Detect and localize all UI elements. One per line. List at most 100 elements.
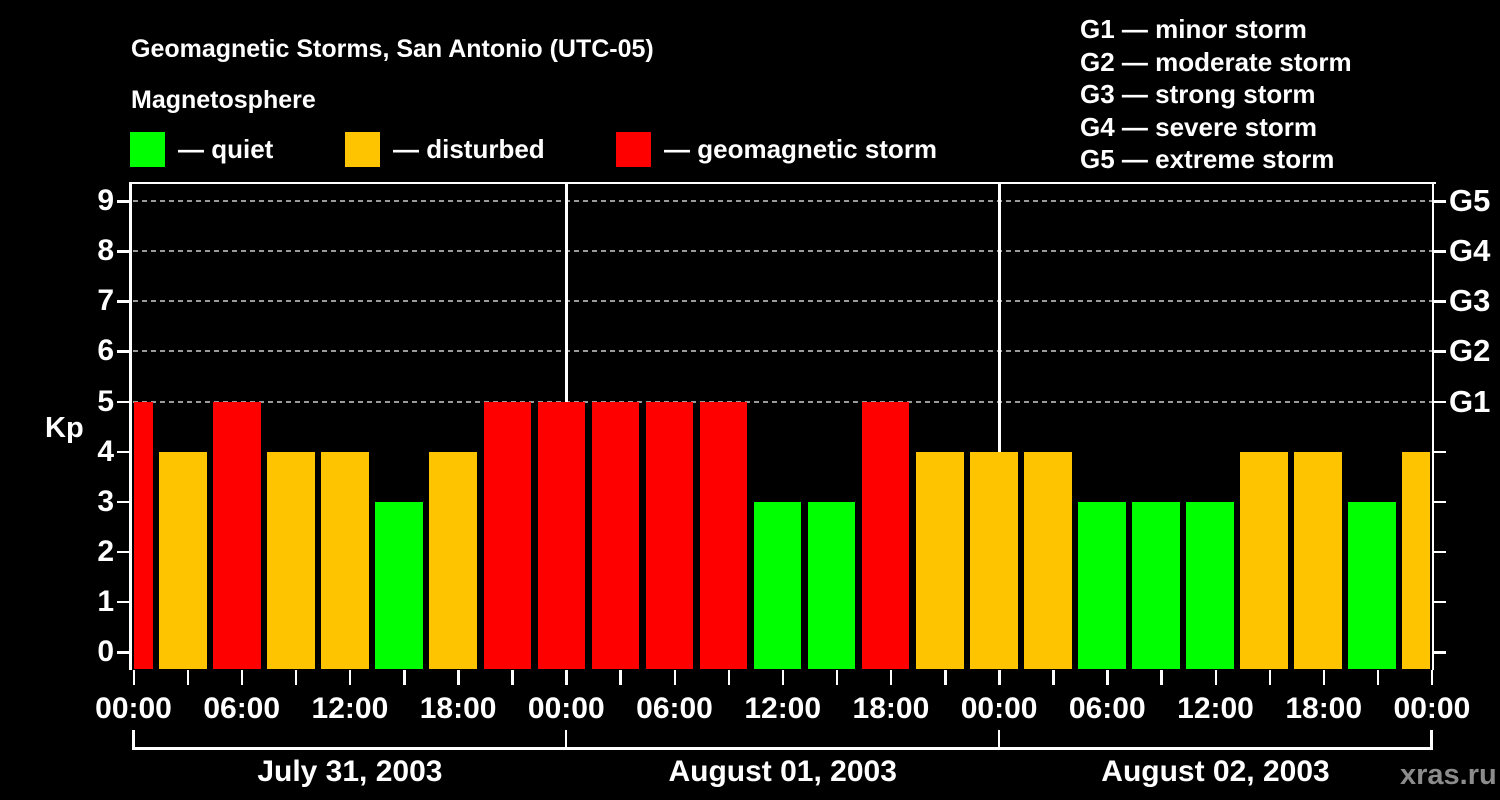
day-boundary-line [998,183,1001,669]
y-tick-right [1433,450,1446,454]
storm-scale-legend: G1 — minor storm G2 — moderate storm G3 — … [1080,13,1352,176]
y-tick-label-9: 9 [97,184,114,218]
y-tick-left [117,450,130,454]
legend-label-disturbed: — disturbed [393,134,545,164]
kp-bar-disturbed [429,451,478,669]
y-tick-label-5: 5 [97,384,114,418]
date-label: August 01, 2003 [668,755,897,788]
x-tick-label: 00:00 [1393,692,1471,725]
x-tick-label: 06:00 [1068,692,1146,725]
y-tick-left [117,600,130,604]
y-tick-right [1433,550,1446,554]
y-tick-label-3: 3 [97,484,114,518]
kp-bar-quiet [807,501,856,669]
g-scale-label-G1: G1 [1449,383,1491,419]
x-tick [1376,670,1380,685]
kp-bar-storm [591,401,640,669]
y-tick-label-8: 8 [97,234,114,268]
x-tick [1106,670,1109,685]
y-tick-label-4: 4 [97,434,114,468]
legend-swatch-storm [616,132,651,167]
x-tick-label: 12:00 [1177,692,1254,725]
chart-subtitle: Magnetosphere [131,86,316,114]
storm-legend-line-G5: G5 — extreme storm [1080,144,1335,174]
gridline-kp7 [133,300,1433,303]
y-tick-label-2: 2 [97,534,114,568]
kp-bar-disturbed [915,451,964,669]
y-tick-right [1433,350,1446,353]
storm-legend-line-G2: G2 — moderate storm [1080,46,1352,77]
x-tick [998,670,1001,685]
y-tick-label-1: 1 [97,584,114,618]
y-tick-right [1433,300,1446,303]
gridline-kp6 [133,350,1433,353]
g-scale-label-G3: G3 [1449,283,1491,319]
kp-bar-storm [134,401,153,669]
x-tick-label: 06:00 [636,692,713,725]
gridline-kp9 [133,200,1433,203]
x-tick [132,670,135,685]
x-tick [1160,670,1163,685]
kp-bar-disturbed [1024,451,1072,669]
x-tick-label: 18:00 [419,692,497,725]
x-tick-label: 00:00 [960,692,1038,725]
x-tick [835,670,839,685]
y-tick-right [1433,600,1446,604]
x-tick [781,670,785,685]
chart-title: Geomagnetic Storms, San Antonio (UTC-05) [131,35,654,63]
kp-bar-storm [537,401,586,669]
y-tick-right [1433,400,1446,403]
y-tick-left [117,500,130,504]
x-tick-label: 00:00 [527,692,605,725]
x-tick [240,670,244,685]
date-label: August 02, 2003 [1101,755,1330,788]
kp-bar-disturbed [969,451,1018,669]
kp-bar-quiet [1186,501,1234,669]
storm-legend-line-G1: G1 — minor storm [1080,14,1307,44]
x-tick [1052,670,1055,685]
y-tick-left [117,300,130,303]
x-tick [673,670,676,685]
y-tick-right [1433,651,1446,654]
y-tick-right [1433,200,1446,203]
y-tick-left [117,550,130,554]
date-bracket-stub [997,730,1001,750]
x-tick [1322,670,1326,685]
kp-bar-storm [483,401,532,669]
x-tick [619,670,622,685]
kp-bar-storm [213,401,261,669]
kp-bar-quiet [375,501,424,669]
kp-bar-storm [861,401,910,669]
x-tick-label: 12:00 [311,692,389,725]
kp-bar-quiet [753,501,802,669]
kp-bar-disturbed [1402,451,1431,669]
legend-label-storm: — geomagnetic storm [664,134,938,164]
kp-bar-disturbed [1240,451,1288,669]
y-tick-label-0: 0 [97,635,114,668]
legend-swatch-disturbed [345,132,380,167]
kp-bar-disturbed [1294,451,1342,669]
date-bracket-stub [1430,730,1433,750]
storm-legend-line-G4: G4 — severe storm [1080,111,1318,142]
watermark: xras.ru [1400,759,1497,791]
date-bracket-line [132,747,1433,750]
date-label: July 31, 2003 [257,755,443,788]
x-tick-label: 18:00 [852,692,930,725]
kp-bar-disturbed [267,451,315,669]
x-tick [403,670,406,685]
y-tick-label-6: 6 [97,334,114,368]
y-tick-left [117,250,130,253]
x-tick-label: 06:00 [203,692,281,725]
x-tick [186,670,190,685]
x-tick-label: 12:00 [744,692,822,725]
date-bracket-stub [132,730,135,750]
x-tick-label: 00:00 [95,692,172,725]
x-tick [1214,670,1217,685]
y-axis-title: Kp [45,412,84,444]
kp-bar-disturbed [321,451,369,669]
kp-bar-storm [699,401,748,669]
y-tick-left [117,200,130,203]
y-tick-left [117,651,130,654]
kp-bar-quiet [1132,501,1180,669]
